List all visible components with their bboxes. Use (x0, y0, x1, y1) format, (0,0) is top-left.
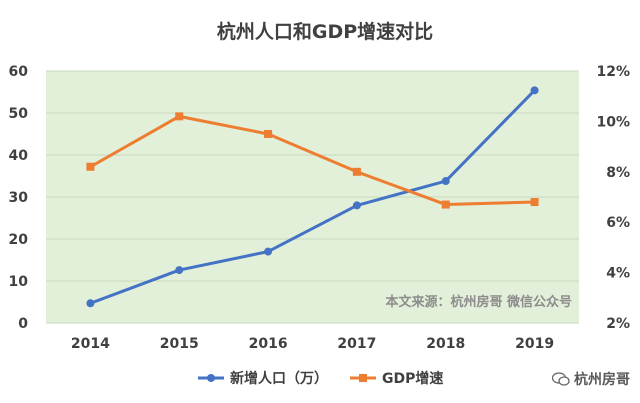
grid-lines (46, 70, 579, 324)
series-lines (86, 86, 539, 308)
y-left-tick-label: 10 (9, 274, 29, 290)
y-right-tick-label: 12% (596, 64, 630, 80)
y-right-tick-label: 6% (606, 215, 630, 231)
y-right-tick-label: 8% (606, 165, 630, 181)
chart-title: 杭州人口和GDP增速对比 (217, 20, 433, 43)
legend: 新增人口（万） GDP增速 (198, 370, 443, 387)
y-right-tick-label: 4% (606, 266, 630, 282)
data-point-population (86, 299, 95, 308)
data-point-population (352, 201, 361, 210)
data-point-population (264, 247, 273, 256)
x-tick-label: 2017 (337, 336, 376, 352)
watermark: 杭州房哥 (551, 369, 630, 389)
y-right-tick-label: 10% (596, 114, 630, 130)
x-tick-label: 2018 (426, 336, 465, 352)
x-tick-label: 2016 (249, 336, 288, 352)
x-tick-label: 2014 (71, 336, 110, 352)
y-left-tick-label: 40 (9, 148, 29, 164)
legend-marker (359, 374, 367, 382)
data-point-gdp (441, 200, 450, 209)
x-tick-label: 2015 (160, 336, 199, 352)
data-point-population (441, 177, 450, 186)
series-line-0 (88, 88, 537, 305)
y-left-tick-label: 20 (9, 232, 29, 248)
source-annotation: 本文来源：杭州房哥 微信公众号 (385, 294, 572, 310)
data-point-gdp (352, 167, 361, 176)
y-left-tick-label: 30 (9, 190, 29, 206)
x-axis: 2014 2015 2016 2017 2018 2019 (71, 336, 554, 352)
y-axis-right: 2% 4% 6% 8% 10% 12% (596, 64, 630, 332)
watermark-text: 杭州房哥 (574, 372, 630, 388)
legend-label: 新增人口（万） (230, 370, 328, 387)
data-point-population (530, 86, 539, 95)
data-point-population (175, 266, 184, 275)
data-point-gdp (264, 130, 273, 138)
y-left-tick-label: 0 (18, 316, 28, 332)
y-left-tick-label: 50 (9, 106, 29, 122)
data-point-gdp (86, 162, 95, 171)
y-axis-left: 0 10 20 30 40 50 60 (9, 64, 29, 332)
x-tick-label: 2019 (515, 336, 554, 352)
data-point-gdp (530, 198, 539, 207)
legend-label: GDP增速 (382, 370, 443, 387)
series-line-1 (88, 114, 537, 207)
wechat-icon (551, 372, 570, 386)
data-point-gdp (175, 112, 184, 121)
y-left-tick-label: 60 (9, 64, 29, 80)
y-right-tick-label: 2% (606, 316, 630, 332)
legend-marker (207, 374, 215, 382)
